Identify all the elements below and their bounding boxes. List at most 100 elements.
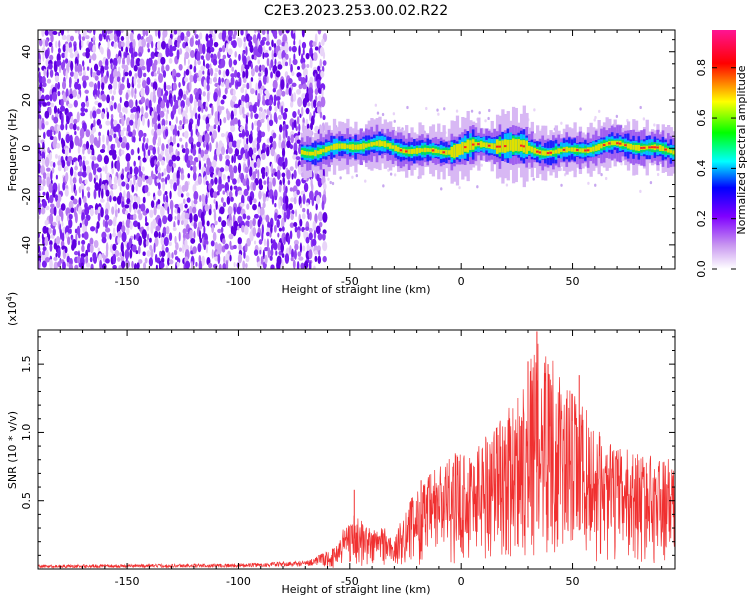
noise-cell xyxy=(282,209,285,216)
noise-cell xyxy=(52,30,58,35)
noise-cell xyxy=(144,257,148,264)
noise-cell xyxy=(103,179,109,187)
signal-cell xyxy=(300,149,305,155)
noise-cell xyxy=(232,89,236,96)
noise-cell xyxy=(293,40,296,46)
noise-cell xyxy=(184,212,190,220)
noise-cell xyxy=(92,88,98,98)
noise-cell xyxy=(181,202,184,212)
noise-cell xyxy=(133,195,137,202)
signal-cell xyxy=(402,148,406,154)
noise-cell xyxy=(233,185,238,190)
noise-cell xyxy=(56,200,61,209)
noise-cell xyxy=(38,153,41,165)
noise-cell xyxy=(185,89,189,96)
noise-cell xyxy=(293,249,297,260)
noise-cell xyxy=(146,250,151,257)
noise-cell xyxy=(212,32,216,42)
signal-cell xyxy=(348,144,353,150)
noise-cell xyxy=(298,45,301,57)
noise-cell xyxy=(82,147,85,155)
noise-cell xyxy=(215,200,218,211)
noise-cell xyxy=(102,219,106,228)
noise-cell xyxy=(178,81,181,88)
noise-cell xyxy=(217,50,221,60)
noise-cell xyxy=(117,231,122,238)
noise-cell xyxy=(168,259,174,265)
noise-cell xyxy=(321,232,326,241)
noise-cell xyxy=(282,130,286,141)
noise-cell xyxy=(245,68,249,79)
noise-cell xyxy=(248,35,253,41)
noise-cell xyxy=(81,60,85,67)
noise-cell xyxy=(259,249,262,255)
noise-cell xyxy=(169,136,173,143)
noise-cell xyxy=(273,241,278,251)
speckle-cell xyxy=(374,103,378,107)
noise-cell xyxy=(112,196,117,202)
noise-cell xyxy=(277,165,282,171)
signal-cell xyxy=(474,141,478,147)
noise-cell xyxy=(132,122,136,131)
colorbar-tick-label: 0.4 xyxy=(695,160,708,178)
noise-cell xyxy=(213,91,218,102)
noise-cell xyxy=(131,244,137,253)
noise-cell xyxy=(69,93,74,99)
signal-peak-cell xyxy=(602,143,606,146)
speckle-cell xyxy=(505,183,509,187)
noise-cell xyxy=(65,172,69,183)
noise-cell xyxy=(157,30,161,39)
noise-cell xyxy=(59,228,63,240)
snr-y-label: SNR (10 * v/v) xyxy=(6,411,19,489)
noise-cell xyxy=(258,190,262,200)
signal-peak-cell xyxy=(477,143,481,146)
noise-cell xyxy=(169,190,172,200)
noise-cell xyxy=(52,221,57,227)
noise-cell xyxy=(97,154,103,163)
noise-cell xyxy=(295,156,301,161)
noise-cell xyxy=(272,132,277,139)
noise-cell xyxy=(138,52,143,57)
signal-cell xyxy=(338,143,342,149)
noise-cell xyxy=(233,244,237,250)
signal-cell xyxy=(629,143,633,150)
noise-cell xyxy=(288,203,293,210)
signal-cell xyxy=(397,146,401,152)
noise-cell xyxy=(86,186,91,192)
signal-peak-cell xyxy=(503,145,507,148)
noise-cell xyxy=(180,220,184,225)
noise-cell xyxy=(196,141,201,148)
noise-cell xyxy=(76,93,81,100)
noise-cell xyxy=(203,141,206,148)
noise-cell xyxy=(101,231,107,239)
noise-cell xyxy=(266,231,270,237)
noise-cell xyxy=(158,231,161,239)
noise-cell xyxy=(68,147,72,154)
noise-cell xyxy=(89,243,94,254)
noise-cell xyxy=(143,72,147,78)
noise-cell xyxy=(301,30,305,38)
noise-cell xyxy=(189,80,192,92)
noise-cell xyxy=(227,48,233,56)
noise-cell xyxy=(152,135,157,146)
noise-cell xyxy=(172,104,177,115)
noise-cell xyxy=(38,134,41,144)
noise-cell xyxy=(281,147,286,158)
noise-cell xyxy=(49,94,53,102)
noise-cell xyxy=(201,255,205,266)
noise-cell xyxy=(101,111,105,120)
noise-cell xyxy=(69,166,74,177)
noise-cell xyxy=(231,95,237,102)
noise-cell xyxy=(253,213,259,219)
y-tick-label: 1.0 xyxy=(20,424,33,442)
noise-cell xyxy=(85,255,89,265)
noise-cell xyxy=(106,111,110,120)
noise-cell xyxy=(184,77,189,83)
signal-cell xyxy=(335,143,339,150)
noise-cell xyxy=(220,82,225,87)
noise-cell xyxy=(260,85,265,91)
noise-cell xyxy=(81,239,86,245)
noise-cell xyxy=(165,119,168,126)
noise-cell xyxy=(165,264,169,269)
